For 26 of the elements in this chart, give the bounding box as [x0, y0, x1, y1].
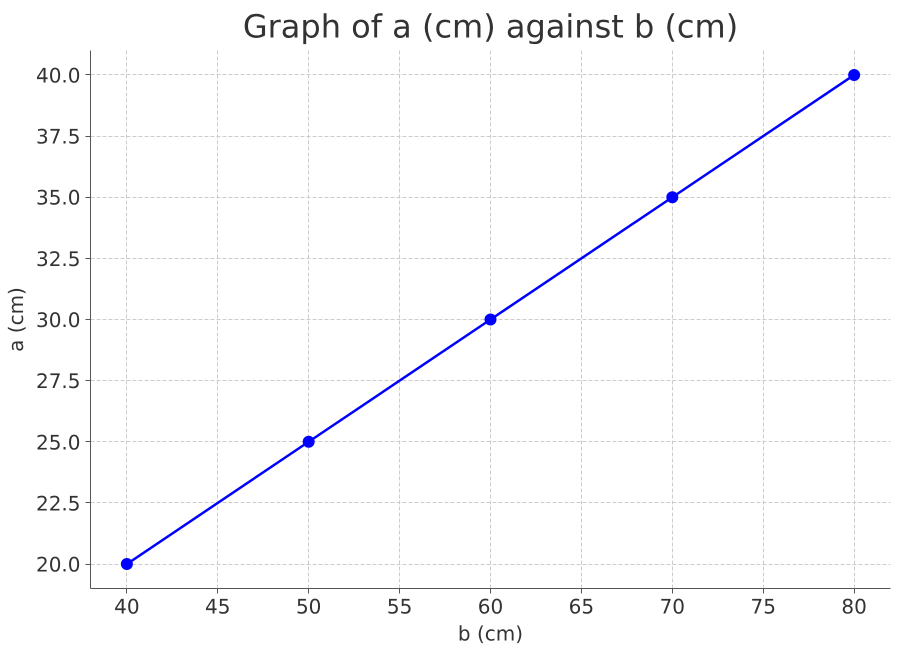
y-tick-label: 27.5 [36, 369, 80, 394]
y-tick-label: 37.5 [36, 124, 80, 149]
x-axis-title: b (cm) [458, 622, 524, 646]
y-tick-label: 20.0 [36, 552, 80, 577]
point [120, 558, 133, 570]
x-tick-label: 45 [205, 594, 230, 618]
y-tick-label: 30.0 [36, 308, 80, 332]
x-tick-label: 55 [386, 594, 412, 618]
y-tick-label: 22.5 [36, 491, 80, 516]
y-tick-label: 32.5 [36, 246, 80, 271]
x-tick-label: 75 [750, 594, 776, 618]
x-tick-label: 65 [568, 594, 594, 618]
x-tick-label: 70 [660, 594, 686, 618]
point [302, 436, 315, 448]
x-tick-label: 80 [841, 594, 867, 618]
y-axis-title: a (cm) [4, 287, 28, 352]
y-tick-label: 35.0 [36, 186, 80, 210]
y-tick-label: 25.0 [36, 430, 80, 454]
point [848, 68, 860, 81]
y-tick-label: 40.0 [36, 63, 80, 88]
x-tick-label: 50 [296, 594, 322, 618]
chart-title: Graph of a (cm) against b (cm) [242, 8, 738, 46]
point [484, 314, 496, 326]
point [666, 191, 678, 204]
x-tick-label: 60 [478, 594, 504, 618]
x-tick-label: 40 [114, 594, 140, 618]
